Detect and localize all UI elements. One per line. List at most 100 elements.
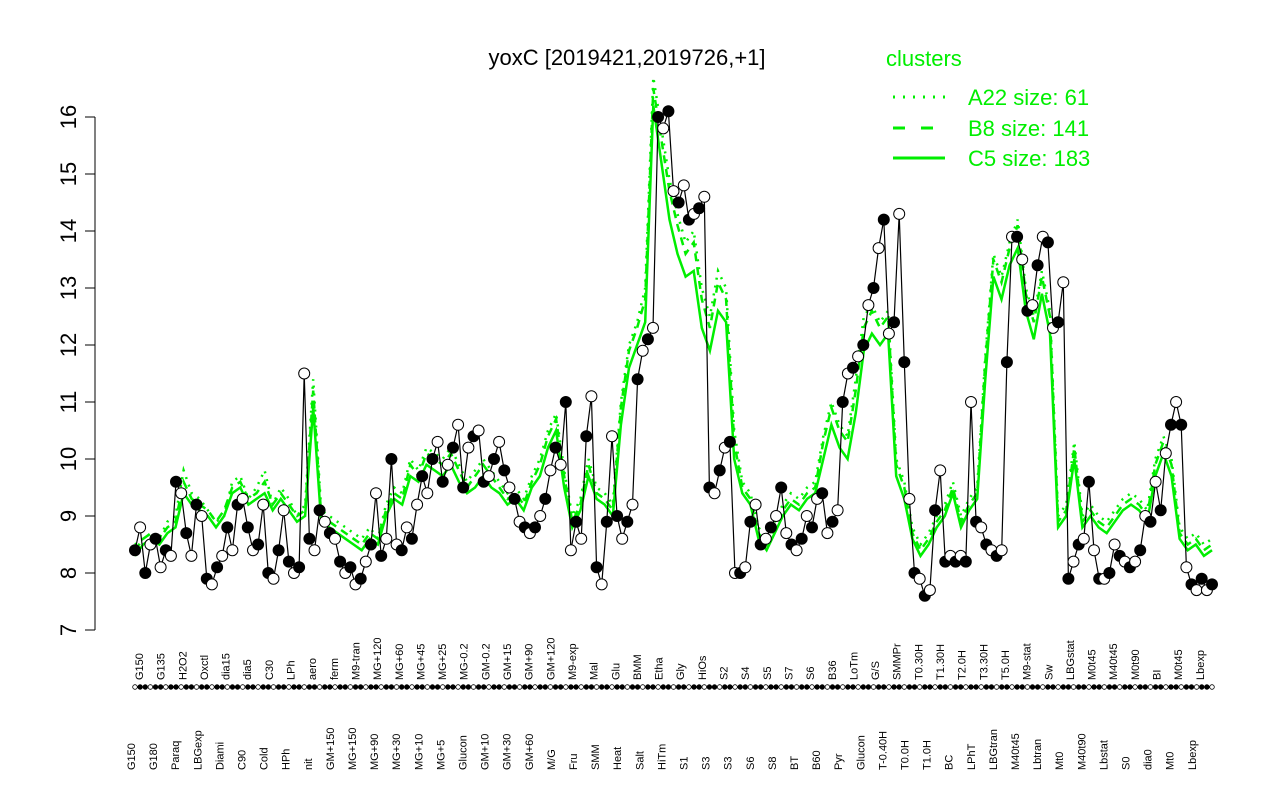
- x-position-marker: [1029, 684, 1036, 690]
- data-point: [1067, 555, 1080, 568]
- x-position-marker: [691, 684, 697, 690]
- x-position-marker: [542, 684, 548, 690]
- x-position-marker: [522, 684, 528, 690]
- x-tick-label-lower: GM+60: [524, 734, 536, 770]
- data-point: [1016, 253, 1029, 266]
- data-point: [318, 515, 331, 528]
- x-position-marker: [855, 684, 861, 690]
- data-point: [1170, 396, 1183, 408]
- x-position-marker: [768, 684, 774, 690]
- x-position-marker: [557, 684, 564, 690]
- data-point: [405, 532, 418, 545]
- x-tick-label-upper: Oxctl: [199, 655, 211, 680]
- data-point: [421, 487, 434, 500]
- x-tick-label-upper: B36: [827, 660, 839, 680]
- data-point: [749, 498, 762, 511]
- x-tick-label-lower: HPh: [281, 749, 293, 770]
- x-position-marker: [573, 684, 579, 690]
- x-position-marker: [1111, 684, 1118, 690]
- data-point: [739, 561, 752, 574]
- data-point: [882, 327, 895, 340]
- x-position-marker: [409, 684, 415, 690]
- data-point: [780, 527, 793, 540]
- x-tick-label-upper: Sw: [1043, 665, 1055, 680]
- x-tick-label-upper: Lbexp: [1195, 650, 1207, 680]
- x-position-marker: [850, 684, 856, 690]
- x-tick-label-upper: S2: [719, 667, 731, 680]
- data-point: [934, 464, 947, 477]
- x-position-marker: [1137, 684, 1143, 690]
- x-position-marker: [752, 684, 759, 690]
- data-point: [806, 521, 818, 534]
- data-point: [329, 532, 341, 545]
- x-position-marker: [757, 684, 764, 690]
- data-point: [877, 213, 890, 226]
- x-position-marker: [250, 684, 256, 690]
- data-point: [385, 453, 398, 465]
- x-tick-label-lower: GM+30: [502, 734, 514, 770]
- data-point: [723, 435, 736, 448]
- data-point: [959, 555, 972, 568]
- x-tick-label-upper: T3.30H: [978, 644, 990, 680]
- x-position-marker: [291, 684, 297, 690]
- x-position-marker: [578, 684, 584, 690]
- x-tick-label-upper: dia15: [221, 653, 233, 680]
- x-position-marker: [265, 684, 272, 690]
- data-point: [570, 515, 583, 528]
- x-tick-label-lower: Glucon: [855, 735, 867, 770]
- data-point: [554, 458, 567, 471]
- x-tick-label-lower: G180: [148, 743, 160, 770]
- data-point: [354, 572, 367, 585]
- x-position-marker: [183, 684, 189, 690]
- data-point: [549, 441, 562, 454]
- x-position-marker: [1060, 684, 1066, 690]
- data-point: [847, 361, 859, 374]
- x-position-marker: [470, 684, 477, 690]
- x-position-marker: [1075, 684, 1082, 690]
- data-point: [441, 458, 454, 471]
- x-tick-label-upper: GM+120: [545, 638, 557, 681]
- x-tick-label-lower: LPhT: [966, 743, 978, 770]
- data-point: [1134, 544, 1147, 557]
- data-point: [647, 321, 659, 334]
- x-position-marker: [496, 684, 502, 690]
- data-point: [1026, 299, 1039, 312]
- x-position-marker: [332, 684, 338, 690]
- data-point: [375, 549, 388, 562]
- data-point: [503, 481, 516, 494]
- x-position-marker: [1086, 684, 1092, 690]
- data-point: [698, 190, 711, 203]
- data-point: [995, 544, 1008, 557]
- x-position-marker: [901, 684, 907, 690]
- x-tick-label-lower: S6: [745, 757, 757, 770]
- data-point: [585, 390, 598, 403]
- x-position-marker: [429, 684, 436, 690]
- data-point: [862, 299, 875, 312]
- x-position-marker: [906, 684, 913, 690]
- data-point: [313, 504, 326, 517]
- x-position-marker: [157, 684, 164, 690]
- x-position-marker: [747, 684, 754, 690]
- x-tick-label-lower: Heat: [612, 747, 624, 770]
- x-position-marker: [809, 684, 815, 690]
- x-position-marker: [481, 684, 487, 690]
- x-position-marker: [737, 684, 743, 690]
- x-position-marker: [583, 684, 590, 690]
- x-tick-label-upper: C30: [264, 660, 276, 680]
- x-position-marker: [440, 684, 446, 690]
- x-position-marker: [132, 684, 138, 690]
- x-tick-label-lower: T0.0H: [900, 740, 912, 770]
- x-position-marker: [322, 684, 328, 690]
- x-position-marker: [363, 684, 369, 690]
- x-tick-label-lower: Paraq: [170, 741, 182, 770]
- data-point: [857, 339, 870, 351]
- x-position-marker: [1173, 684, 1179, 690]
- x-position-marker: [788, 684, 795, 690]
- x-position-marker: [260, 684, 266, 690]
- x-position-marker: [1091, 684, 1097, 690]
- x-tick-label-upper: MG+120: [372, 638, 384, 681]
- x-tick-label-upper: HiOs: [697, 655, 709, 680]
- data-point: [831, 504, 844, 517]
- x-position-marker: [1009, 684, 1015, 690]
